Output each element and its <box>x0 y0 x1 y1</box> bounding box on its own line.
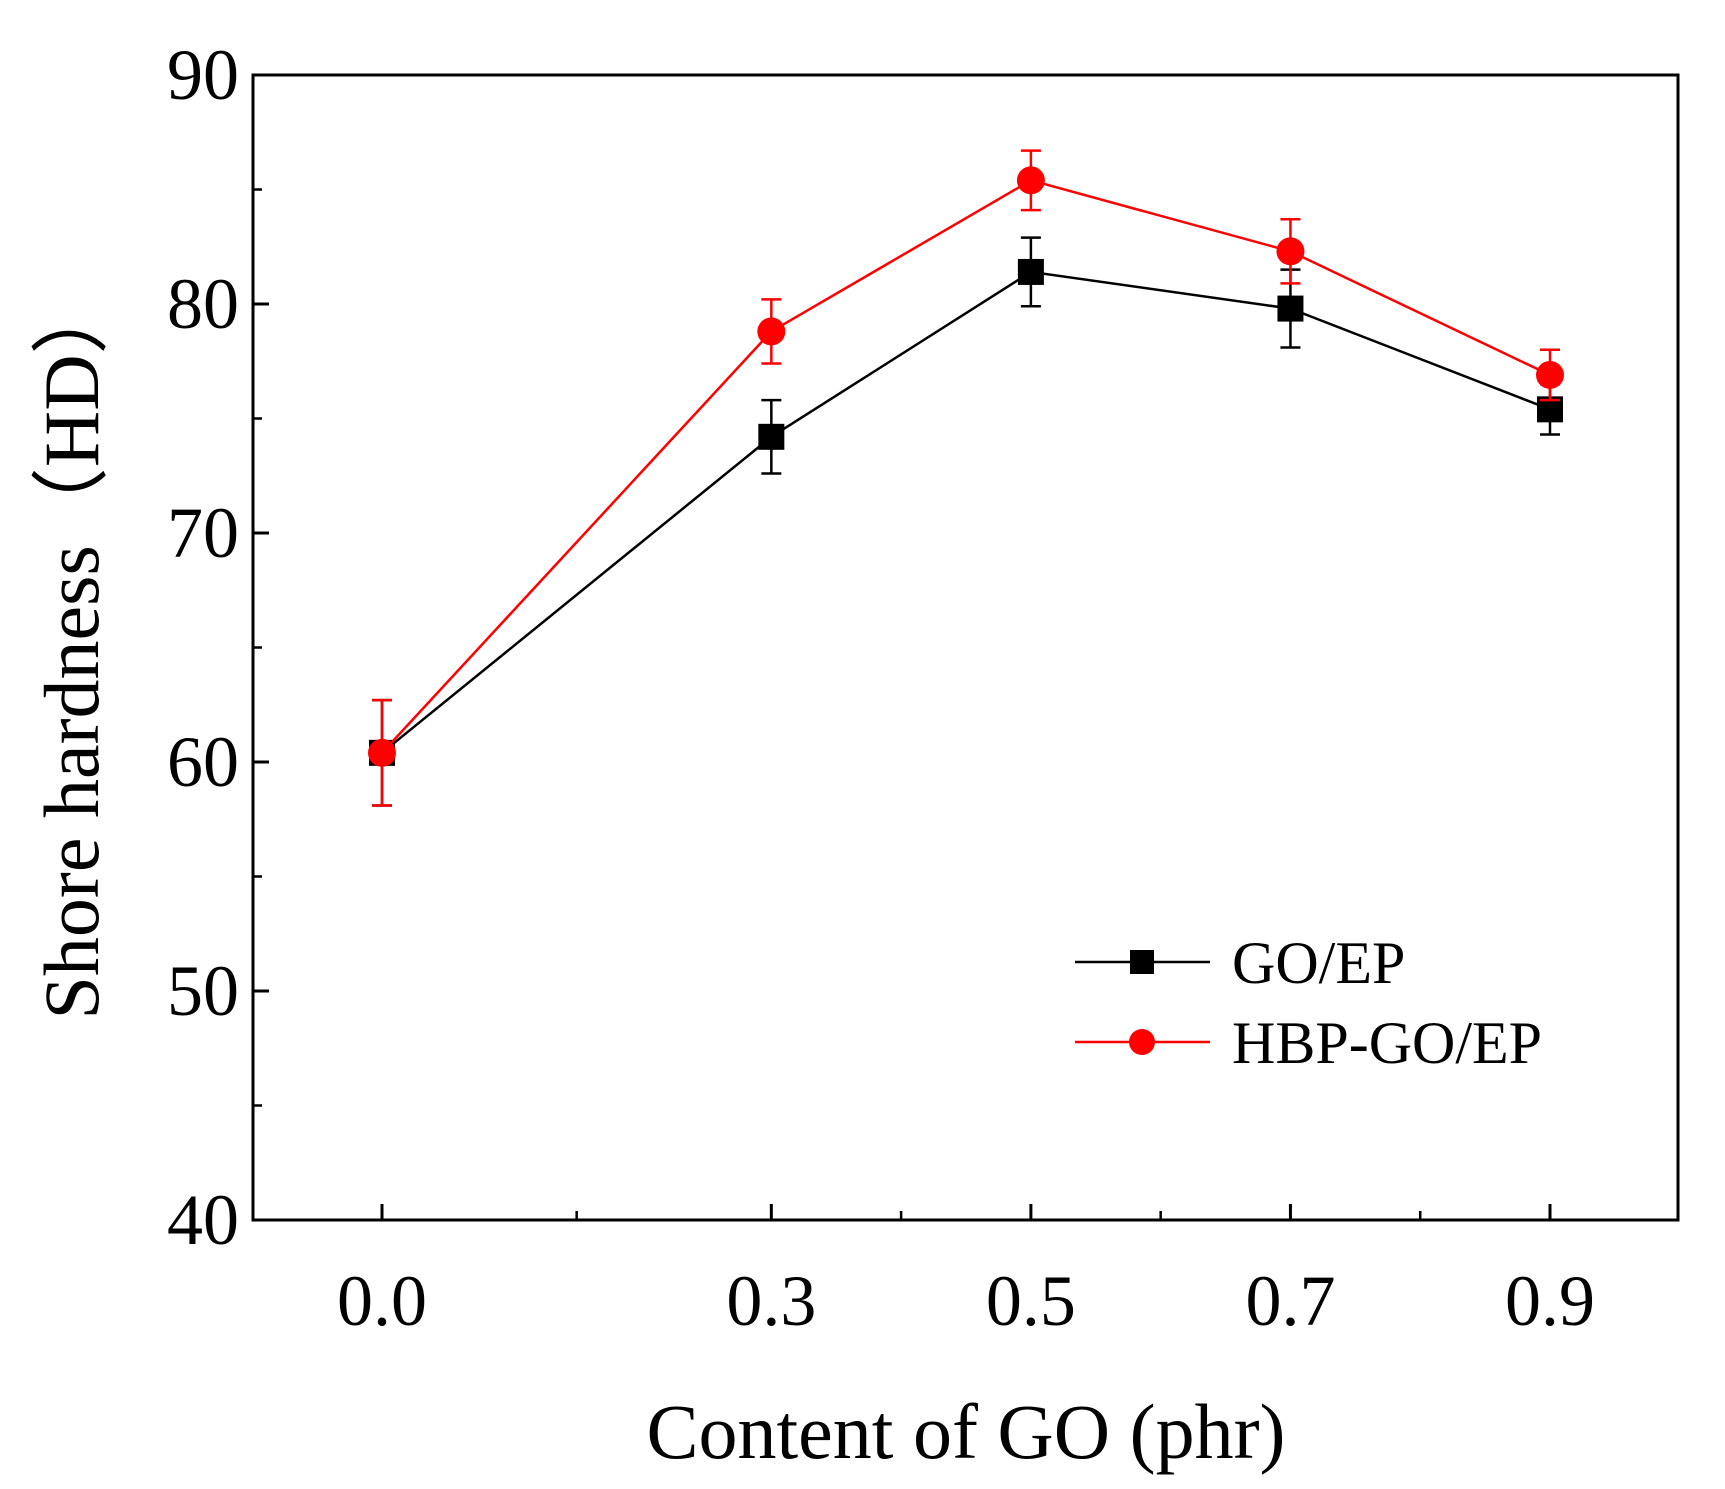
x-axis: 0.0 0.3 0.5 0.7 0.9 <box>337 1204 1595 1341</box>
data-point <box>1017 258 1044 285</box>
x-axis-title: Content of GO (phr) <box>646 1388 1285 1475</box>
y-tick-label-60: 60 <box>167 722 239 802</box>
x-tick-label-0.5: 0.5 <box>986 1261 1076 1341</box>
legend-item-go-ep: GO/EP <box>1075 930 1405 996</box>
y-axis-title: Shore hardness（HD） <box>28 276 115 1019</box>
legend-label-hbp-go-ep: HBP-GO/EP <box>1232 1010 1542 1076</box>
data-point <box>758 423 785 450</box>
legend-label-go-ep: GO/EP <box>1232 930 1405 996</box>
y-tick-label-90: 90 <box>167 35 239 115</box>
x-tick-label-0.0: 0.0 <box>337 1261 427 1341</box>
y-tick-label-70: 70 <box>167 493 239 573</box>
x-tick-label-0.7: 0.7 <box>1245 1261 1335 1341</box>
data-point <box>368 738 396 767</box>
y-tick-label-40: 40 <box>167 1180 239 1260</box>
legend-item-hbp-go-ep: HBP-GO/EP <box>1075 1010 1542 1076</box>
y-tick-label-50: 50 <box>167 951 239 1031</box>
data-point <box>1276 237 1305 266</box>
data-point <box>1536 360 1564 389</box>
legend-marker-hbp-go-ep <box>1129 1029 1155 1055</box>
data-point <box>1277 295 1304 322</box>
data-point <box>1016 166 1045 195</box>
legend: GO/EP HBP-GO/EP <box>1075 930 1542 1076</box>
series-layer <box>368 149 1564 807</box>
legend-marker-go-ep <box>1130 950 1154 974</box>
data-point <box>757 317 786 346</box>
y-axis: 40 50 60 70 80 90 <box>167 35 269 1260</box>
series-hbp-go-ep <box>368 149 1564 807</box>
x-tick-label-0.3: 0.3 <box>726 1261 816 1341</box>
x-tick-label-0.9: 0.9 <box>1505 1261 1595 1341</box>
y-tick-label-80: 80 <box>167 264 239 344</box>
